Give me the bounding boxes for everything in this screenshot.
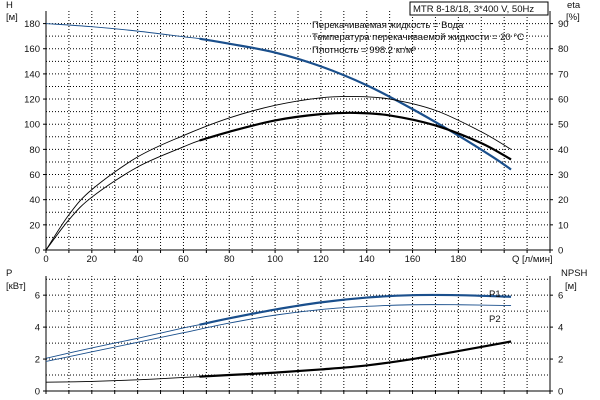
bottom-tick-labels: 0 2 4 6 0 2 4 6 [35,291,564,398]
top-right-label-eta: eta [567,0,581,11]
y-right-tick-label: 30 [558,170,569,181]
y-left-tick-label: 20 [29,220,40,231]
top-left-label-unit: [м] [6,12,18,23]
x-tick-label: 140 [359,254,375,265]
y-right-tick-label: 10 [558,220,569,231]
y-right-tick-label: 0 [558,246,563,257]
top-grid [43,11,553,253]
y-right-tick-label: 0 [558,387,563,398]
x-tick-label: 0 [43,254,48,265]
x-tick-label: 100 [267,254,283,265]
x-tick-label: 160 [405,254,421,265]
y-left-tick-label: 180 [24,19,40,30]
top-left-label-h: H [6,0,13,11]
y-left-tick-label: 6 [35,291,40,302]
chart-title: MTR 8-18/18, 3*400 V, 50Hz [413,4,534,15]
y-left-tick-label: 120 [24,95,40,106]
bottom-right-label-npsh: NPSH [561,268,588,279]
bottom-left-label-p: P [6,268,12,279]
y-left-tick-label: 160 [24,44,40,55]
y-left-tick-label: 40 [29,195,40,206]
y-right-tick-label: 70 [558,69,569,80]
x-tick-label: 40 [132,254,143,265]
y-right-tick-label: 90 [558,19,569,30]
x-tick-label: 60 [178,254,189,265]
y-left-tick-label: 0 [35,387,40,398]
bottom-series-2-operating-range [199,340,512,378]
x-tick-label: 80 [224,254,235,265]
x-axis-label: Q [л/мин] [512,254,553,265]
top-tick-labels: 0 20 40 60 80 100 120 140 160 1800204060801001201… [24,19,568,265]
x-tick-label: 180 [450,254,466,265]
y-right-tick-label: 80 [558,44,569,55]
y-left-tick-label: 60 [29,170,40,181]
y-left-tick-label: 0 [35,246,40,257]
top-series-1-line [45,95,512,251]
y-right-tick-label: 60 [558,95,569,106]
top-curves [45,23,512,251]
info-line-liquid: Перекачиваемая жидкость = Вода [312,20,464,31]
x-tick-label: 20 [87,254,98,265]
y-left-tick-label: 2 [35,355,40,366]
y-right-tick-label: 20 [558,195,569,206]
y-right-tick-label: 50 [558,120,569,131]
top-panel: 0 20 40 60 80 100 120 140 160 1800204060801001201… [6,0,581,265]
y-left-tick-label: 140 [24,69,40,80]
bottom-left-label-unit: [кВт] [6,281,26,292]
top-series-0-operating-range [199,37,512,171]
y-left-tick-label: 100 [24,120,40,131]
series-label-p1: P1 [489,289,501,300]
top-series-2-operating-range [199,111,512,161]
title-box [409,1,549,16]
y-left-tick-label: 4 [35,323,40,334]
info-line-temperature: Температура перекачиваемой жидкости = 20… [312,32,524,43]
top-right-label-unit: [%] [566,12,580,23]
y-left-tick-label: 80 [29,145,40,156]
y-right-tick-label: 40 [558,145,569,156]
y-right-tick-label: 6 [558,291,563,302]
y-right-tick-label: 4 [558,323,563,334]
bottom-panel: 0 2 4 6 0 2 4 6 P [кВт] NPSH [м] P1 P2 [6,268,588,398]
bottom-series-2-line [45,341,512,383]
bottom-series-1-line [45,304,512,362]
y-right-tick-label: 2 [558,355,563,366]
bottom-right-label-unit: [м] [565,281,577,292]
bottom-grid [43,276,553,394]
top-series-2-line [45,112,512,251]
bottom-series-0-operating-range [199,293,512,326]
series-label-p2: P2 [489,314,501,325]
x-tick-label: 120 [313,254,329,265]
top-series-0-line [45,23,512,170]
info-line-density: Плотность = 998.2 кг/м³ [312,45,416,56]
bottom-curves [45,293,512,383]
